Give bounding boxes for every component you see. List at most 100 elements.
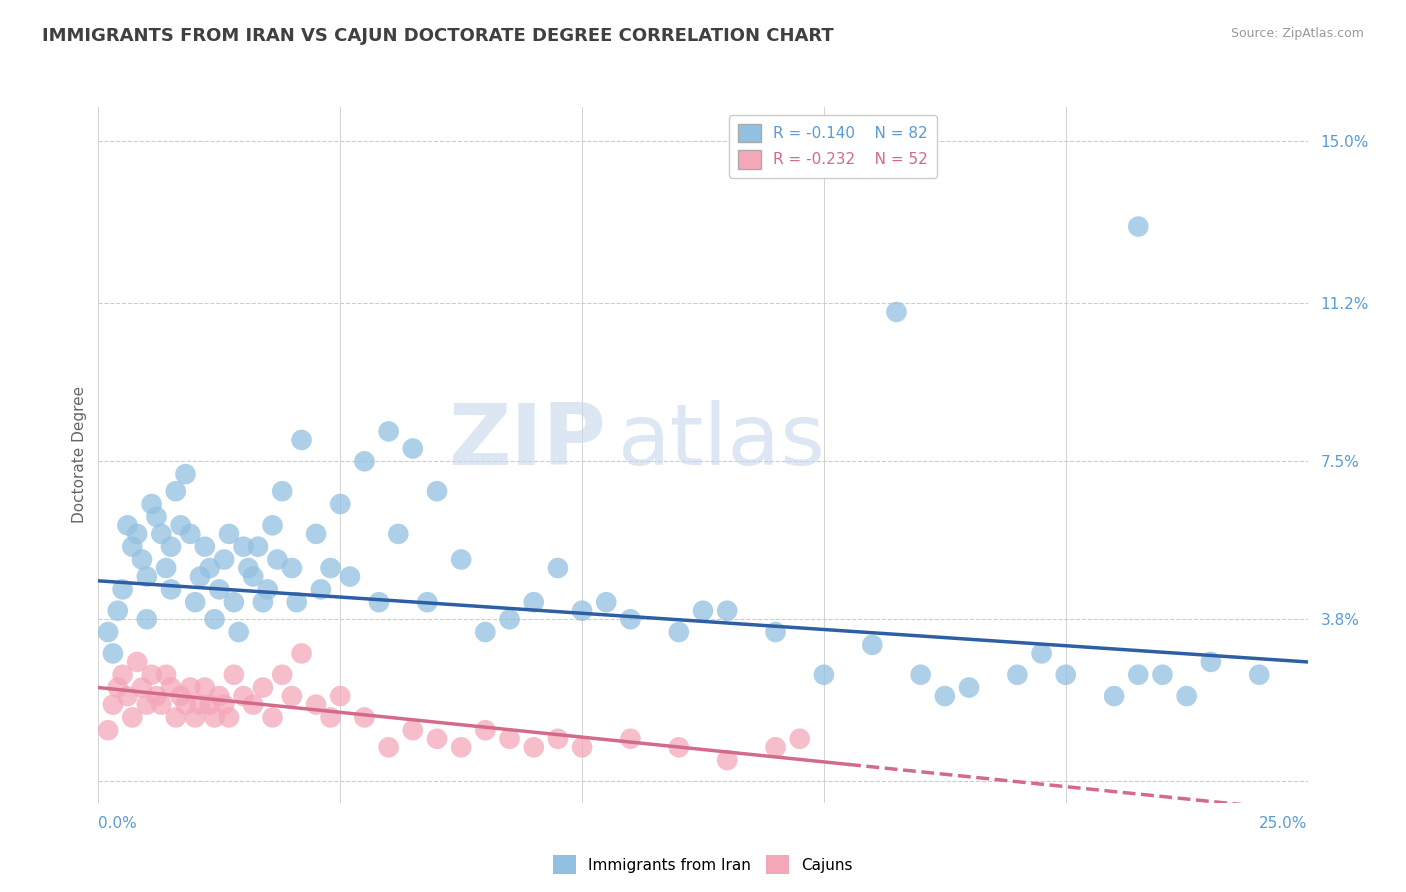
Point (319, 710, 342, 724)
Point (668, 740, 690, 755)
Point (121, 540, 143, 554)
Point (174, 467, 197, 482)
Point (262, 710, 284, 724)
Point (247, 540, 270, 554)
Point (353, 710, 375, 724)
Point (194, 540, 217, 554)
Point (387, 527, 409, 541)
Point (135, 698, 157, 712)
Point (208, 582, 231, 597)
Point (285, 595, 308, 609)
Point (716, 604, 738, 618)
Point (281, 561, 304, 575)
Point (789, 731, 811, 746)
Point (198, 698, 221, 712)
Point (305, 527, 328, 541)
Point (547, 561, 569, 575)
Point (716, 753, 738, 767)
Point (1199, 655, 1222, 669)
Point (619, 731, 641, 746)
Point (1249, 667, 1271, 681)
Point (135, 569, 157, 583)
Point (319, 561, 342, 575)
Point (222, 595, 245, 609)
Point (117, 689, 139, 703)
Point (174, 698, 197, 712)
Point (204, 710, 226, 724)
Point (212, 552, 235, 566)
Point (188, 698, 211, 712)
Point (204, 612, 226, 626)
Point (765, 625, 787, 640)
Point (910, 667, 932, 681)
Point (228, 625, 250, 640)
Point (145, 689, 167, 703)
Point (329, 497, 352, 511)
Point (179, 681, 201, 695)
Point (107, 681, 129, 695)
Point (377, 740, 399, 755)
Text: Source: ZipAtlas.com: Source: ZipAtlas.com (1230, 27, 1364, 40)
Point (281, 689, 304, 703)
Point (1054, 667, 1077, 681)
Text: ZIP: ZIP (449, 400, 606, 483)
Text: IMMIGRANTS FROM IRAN VS CAJUN DOCTORATE DEGREE CORRELATION CHART: IMMIGRANTS FROM IRAN VS CAJUN DOCTORATE … (42, 27, 834, 45)
Point (252, 595, 274, 609)
Point (353, 454, 375, 468)
Point (208, 689, 231, 703)
Point (498, 612, 520, 626)
Point (1007, 667, 1029, 681)
Point (160, 582, 183, 597)
Point (242, 569, 264, 583)
Point (290, 433, 312, 447)
Point (188, 569, 211, 583)
Point (474, 625, 496, 640)
Point (266, 552, 288, 566)
Point (416, 595, 439, 609)
Point (426, 484, 449, 499)
Point (957, 681, 980, 695)
Point (232, 689, 254, 703)
Point (169, 518, 191, 533)
Point (145, 509, 167, 524)
Point (305, 698, 328, 712)
Text: atlas: atlas (619, 400, 827, 483)
Point (97, 723, 120, 738)
Point (212, 698, 235, 712)
Point (155, 667, 177, 681)
Point (450, 740, 472, 755)
Point (169, 689, 191, 703)
Point (262, 518, 284, 533)
Point (886, 305, 908, 319)
Point (232, 540, 254, 554)
Point (101, 698, 124, 712)
Point (131, 552, 153, 566)
Point (127, 655, 149, 669)
Point (218, 710, 240, 724)
Point (765, 740, 787, 755)
Point (179, 527, 201, 541)
Point (1031, 647, 1053, 661)
Point (252, 681, 274, 695)
Point (571, 604, 593, 618)
Point (165, 484, 187, 499)
Point (97, 625, 120, 640)
Point (135, 612, 157, 626)
Point (198, 561, 221, 575)
Point (141, 497, 163, 511)
Point (150, 698, 173, 712)
Point (1128, 219, 1150, 234)
Point (368, 595, 391, 609)
Point (339, 569, 361, 583)
Point (117, 518, 139, 533)
Point (474, 723, 496, 738)
Legend: Immigrants from Iran, Cajuns: Immigrants from Iran, Cajuns (547, 849, 859, 880)
Point (194, 681, 217, 695)
Text: 0.0%: 0.0% (98, 816, 138, 831)
Point (271, 484, 294, 499)
Point (426, 731, 449, 746)
Point (238, 561, 260, 575)
Point (692, 604, 714, 618)
Point (141, 667, 163, 681)
Point (1175, 689, 1198, 703)
